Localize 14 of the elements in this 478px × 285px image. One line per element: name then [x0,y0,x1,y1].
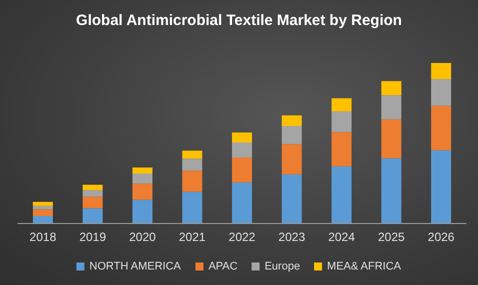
legend-label: APAC [208,260,238,272]
legend-label: NORTH AMERICA [89,260,182,272]
x-tick-label: 2021 [178,230,206,244]
x-tick-label: 2022 [228,230,256,244]
legend-label: MEA& AFRICA [327,260,402,272]
x-tick-label: 2020 [129,230,156,244]
x-tick-label: 2019 [79,230,106,244]
x-tick-label: 2024 [328,230,356,244]
legend-label: Europe [264,260,300,272]
x-tick-label: 2023 [278,230,306,244]
x-tick-label: 2018 [30,230,57,244]
x-tick-label: 2025 [378,230,406,244]
x-tick-label: 2026 [428,230,455,244]
chart-title: Global Antimicrobial Textile Market by Region [76,12,402,29]
